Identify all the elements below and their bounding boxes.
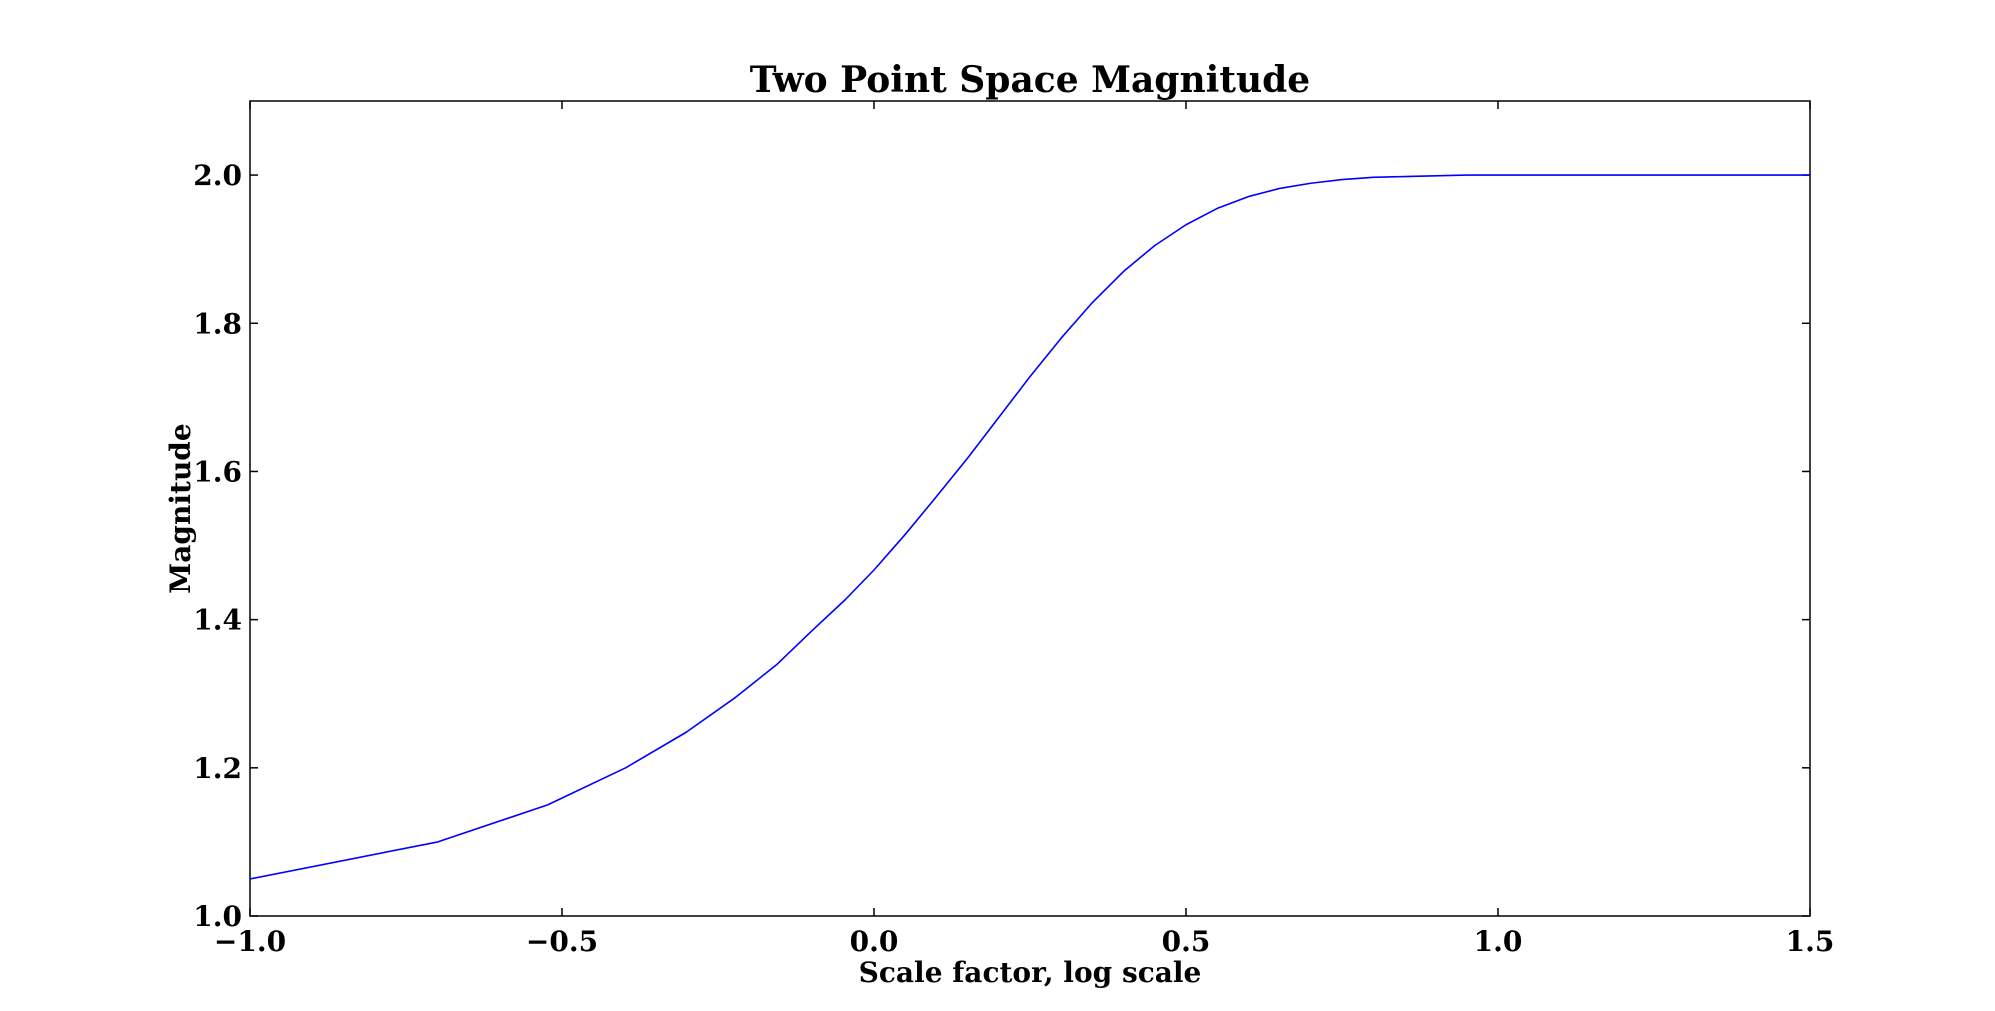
series-line bbox=[249, 174, 1810, 880]
x-axis-label: Scale factor, log scale bbox=[859, 956, 1202, 989]
y-axis-label: Magnitude bbox=[164, 423, 197, 593]
x-tick-label: 1.5 bbox=[1786, 925, 1835, 958]
plot-frame bbox=[249, 100, 1811, 917]
y-tick-label: 2.0 bbox=[193, 159, 242, 192]
chart-title: Two Point Space Magnitude bbox=[750, 59, 1310, 101]
y-tick-label: 1.8 bbox=[193, 307, 242, 340]
y-axis-ticks: 1.0 1.2 1.4 1.6 1.8 2.0 bbox=[193, 159, 1810, 933]
x-tick-label: −0.5 bbox=[526, 925, 598, 958]
y-tick-label: 1.6 bbox=[193, 455, 242, 488]
y-tick-label: 1.4 bbox=[193, 604, 242, 637]
x-tick-label: 0.5 bbox=[1162, 925, 1211, 958]
y-tick-label: 1.0 bbox=[193, 900, 242, 933]
x-tick-label: 1.0 bbox=[1474, 925, 1523, 958]
x-tick-label: 0.0 bbox=[850, 925, 899, 958]
x-axis-ticks: −1.0 −0.5 0.0 0.5 1.0 1.5 bbox=[214, 101, 1834, 958]
series-layer bbox=[249, 174, 1810, 880]
y-tick-label: 1.2 bbox=[193, 752, 242, 785]
plot-area: −1.0 −0.5 0.0 0.5 1.0 1.5 1.0 1.2 1.4 1.6 1.8 2.0 bbox=[193, 100, 1834, 958]
x-tick-label: −1.0 bbox=[214, 925, 286, 958]
